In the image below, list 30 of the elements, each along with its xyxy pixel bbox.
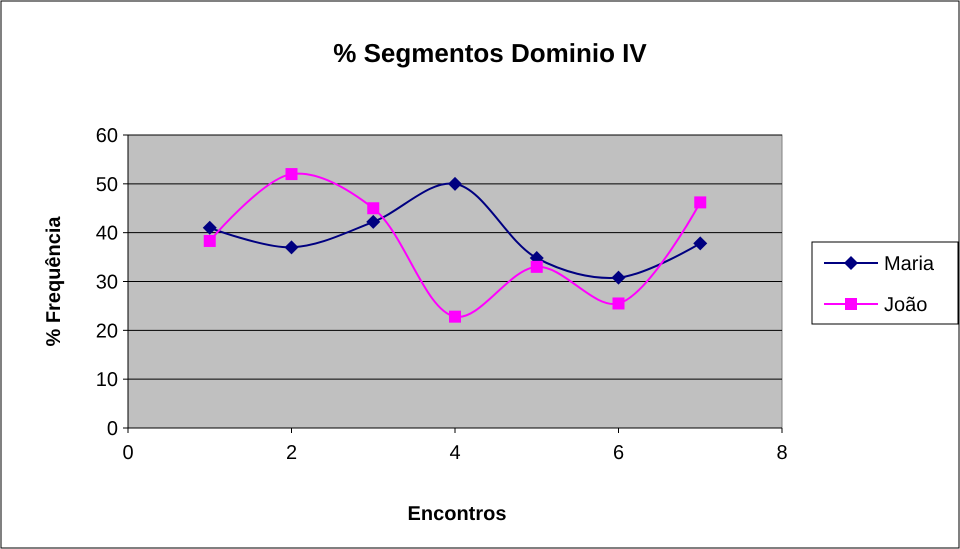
point [530,260,543,273]
point [693,236,708,250]
x-tick-label: 0 [122,442,134,464]
y-tick-label: 30 [96,272,118,294]
x-tick-label: 4 [449,442,461,464]
y-tick-label: 50 [96,174,118,196]
point [204,234,216,247]
point [286,168,298,180]
point [284,240,298,254]
point [367,202,380,214]
y-tick-label: 10 [96,369,118,392]
point [612,297,624,310]
point [449,310,461,323]
x-tick-label: 6 [612,442,624,464]
point [366,214,380,229]
legend-label: João [884,294,928,316]
point [448,176,462,191]
x-tick-label: 8 [776,442,788,464]
x-tick-label: 2 [286,442,298,464]
point [612,270,626,285]
y-tick-label: 20 [96,320,118,342]
y-tick-label: 0 [106,418,118,440]
legend-label: Maria [884,253,935,275]
y-axis-title: % Frequência [43,216,65,347]
y-tick-label: 40 [96,222,118,245]
point [202,220,217,235]
y-tick-label: 60 [96,125,118,147]
point [694,196,706,208]
chart-title: % Segmentos Dominio IV [333,38,648,68]
x-axis-title: Encontros [408,503,506,525]
